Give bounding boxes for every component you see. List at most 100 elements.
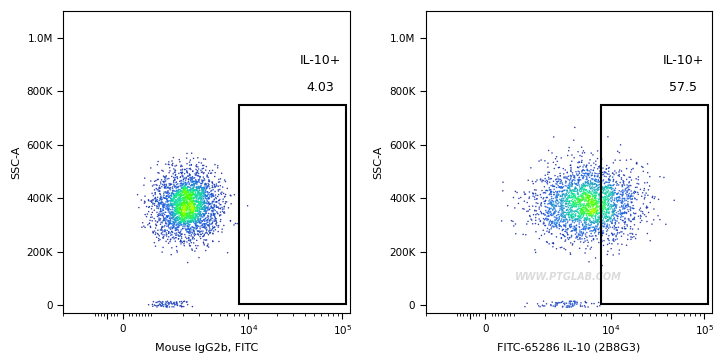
Point — [571, 216, 583, 222]
Point — [570, 227, 582, 233]
Point — [541, 187, 552, 193]
Point — [534, 218, 546, 224]
Point — [544, 187, 555, 193]
Point — [547, 244, 559, 250]
Point — [575, 229, 587, 235]
Point — [608, 216, 620, 222]
Point — [582, 202, 594, 208]
Point — [568, 200, 579, 206]
Point — [179, 207, 190, 213]
Point — [182, 188, 194, 194]
Point — [188, 214, 200, 220]
Point — [574, 219, 585, 225]
Point — [549, 191, 560, 197]
Point — [208, 212, 219, 218]
Point — [542, 213, 553, 219]
Point — [582, 211, 593, 217]
Point — [561, 188, 573, 194]
Point — [160, 194, 172, 200]
Point — [163, 300, 175, 306]
Point — [201, 199, 213, 205]
Point — [189, 221, 200, 226]
Point — [171, 184, 183, 190]
Point — [540, 209, 552, 215]
Point — [175, 183, 187, 189]
Point — [178, 177, 189, 182]
Point — [592, 177, 604, 183]
Point — [166, 202, 177, 208]
Point — [187, 193, 198, 199]
Point — [176, 239, 187, 245]
Point — [175, 239, 187, 245]
Point — [181, 212, 192, 218]
Point — [178, 195, 189, 201]
Point — [157, 235, 168, 241]
Point — [627, 193, 639, 199]
Point — [184, 202, 195, 208]
Point — [584, 222, 595, 228]
Point — [603, 185, 615, 191]
Point — [609, 220, 621, 226]
Point — [574, 210, 586, 216]
Point — [165, 200, 176, 206]
Point — [566, 188, 578, 194]
Point — [526, 178, 538, 184]
Point — [564, 215, 576, 221]
Point — [600, 166, 612, 172]
Point — [575, 214, 587, 220]
Point — [185, 205, 197, 211]
Bar — [601, 105, 709, 304]
Point — [196, 185, 208, 190]
Point — [596, 203, 608, 209]
Point — [201, 205, 213, 211]
Point — [590, 207, 601, 213]
Point — [608, 252, 619, 258]
Point — [560, 191, 572, 197]
Point — [168, 192, 179, 198]
Point — [621, 223, 633, 229]
Point — [168, 169, 180, 175]
Point — [177, 202, 189, 207]
Point — [600, 190, 611, 196]
Point — [198, 186, 210, 192]
Point — [600, 184, 612, 190]
Point — [560, 203, 571, 209]
Point — [581, 224, 592, 230]
Point — [586, 200, 597, 206]
Point — [576, 206, 588, 212]
Point — [166, 221, 177, 227]
Point — [604, 185, 616, 191]
Point — [171, 206, 183, 211]
Point — [174, 230, 186, 236]
Point — [187, 201, 199, 206]
Point — [171, 189, 183, 195]
Point — [553, 185, 565, 190]
Point — [594, 203, 605, 209]
Point — [608, 208, 620, 214]
Point — [199, 218, 211, 224]
Point — [185, 216, 197, 222]
Point — [626, 200, 637, 206]
Point — [209, 189, 221, 194]
Point — [543, 147, 555, 153]
Point — [559, 215, 571, 221]
Point — [176, 222, 187, 228]
Point — [209, 203, 221, 209]
Point — [182, 224, 194, 230]
Point — [588, 213, 600, 219]
Point — [171, 299, 182, 305]
Point — [584, 193, 596, 199]
Point — [187, 204, 198, 210]
Point — [179, 187, 190, 193]
Point — [155, 209, 166, 214]
Point — [572, 213, 584, 219]
Point — [549, 221, 560, 227]
Point — [178, 217, 189, 222]
Point — [185, 193, 197, 199]
Point — [566, 190, 577, 195]
Point — [153, 200, 165, 206]
Point — [593, 195, 605, 201]
Point — [579, 298, 591, 304]
Point — [547, 207, 558, 213]
Point — [575, 206, 587, 211]
